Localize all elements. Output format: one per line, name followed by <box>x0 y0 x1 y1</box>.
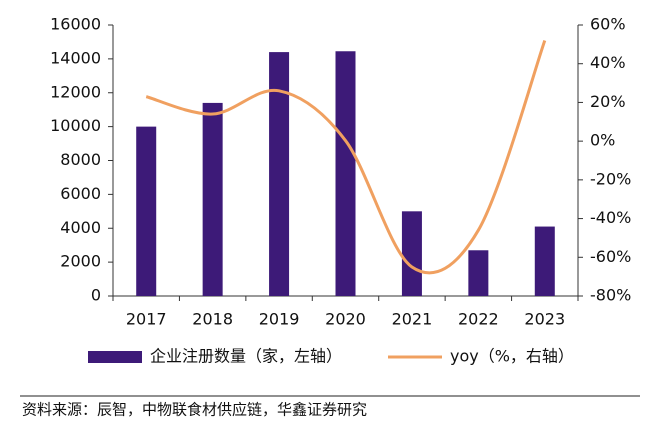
y-tick-label: 8000 <box>60 150 101 169</box>
x-tick-label: 2020 <box>325 310 366 329</box>
line <box>145 39 547 275</box>
x-tick-label: 2021 <box>392 310 433 329</box>
y-tick-label: 12000 <box>50 82 101 101</box>
y-tick-label: 6000 <box>60 184 101 203</box>
x-tick-label: 2019 <box>259 310 300 329</box>
y2-tick-label: 60% <box>590 15 626 34</box>
y2-tick-label: -80% <box>590 286 631 305</box>
legend-label: 企业注册数量（家，左轴） <box>150 347 342 366</box>
bar <box>269 52 290 296</box>
y2-tick-label: -20% <box>590 169 631 188</box>
x-tick-label: 2017 <box>126 310 167 329</box>
y2-tick-label: -40% <box>590 208 631 227</box>
x-tick-label: 2023 <box>524 310 565 329</box>
y-tick-label: 4000 <box>60 218 101 237</box>
y-tick-label: 0 <box>91 286 101 305</box>
bar <box>136 126 157 296</box>
y-tick-label: 10000 <box>50 116 101 135</box>
y2-tick-label: 0% <box>590 131 615 150</box>
y2-tick-label: 40% <box>590 53 626 72</box>
y-tick-label: 2000 <box>60 252 101 271</box>
y2-tick-label: -60% <box>590 247 631 266</box>
bar <box>468 250 489 296</box>
bar <box>335 51 356 296</box>
bar <box>534 226 555 296</box>
y2-tick-label: 20% <box>590 92 626 111</box>
x-tick-label: 2018 <box>192 310 233 329</box>
legend-label: yoy（%，右轴） <box>450 347 574 366</box>
bar <box>401 211 422 296</box>
source-note: 资料来源：辰智，中物联食材供应链，华鑫证券研究 <box>22 401 367 419</box>
y-tick-label: 16000 <box>50 15 101 34</box>
legend-swatch <box>88 351 142 363</box>
x-tick-label: 2022 <box>458 310 499 329</box>
bar <box>202 102 223 296</box>
y-tick-label: 14000 <box>50 48 101 67</box>
